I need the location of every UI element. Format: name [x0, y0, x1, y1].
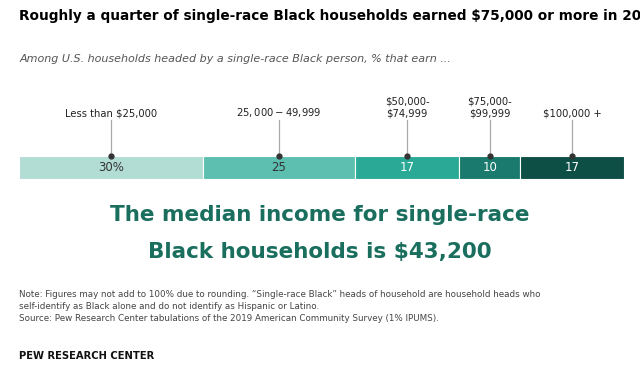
Bar [19, 156, 202, 179]
Text: 17: 17 [400, 161, 415, 174]
Text: Roughly a quarter of single-race Black households earned $75,000 or more in 2019: Roughly a quarter of single-race Black h… [19, 9, 640, 23]
Text: $100,000 +: $100,000 + [543, 109, 602, 119]
Text: Among U.S. households headed by a single-race Black person, % that earn ...: Among U.S. households headed by a single… [19, 54, 451, 64]
Text: $50,000-
$74,999: $50,000- $74,999 [385, 97, 429, 119]
Bar [520, 156, 624, 179]
Text: 30%: 30% [98, 161, 124, 174]
Bar [355, 156, 460, 179]
Text: 25: 25 [271, 161, 286, 174]
Text: 17: 17 [565, 161, 580, 174]
Text: 10: 10 [483, 161, 497, 174]
Bar [202, 156, 355, 179]
Text: $75,000-
$99,999: $75,000- $99,999 [467, 97, 512, 119]
Bar [460, 156, 520, 179]
Text: $25,000-$49,999: $25,000-$49,999 [236, 105, 322, 119]
Text: Note: Figures may not add to 100% due to rounding. “Single-race Black” heads of : Note: Figures may not add to 100% due to… [19, 290, 541, 323]
Text: Black households is $43,200: Black households is $43,200 [148, 242, 492, 262]
Text: Less than $25,000: Less than $25,000 [65, 109, 157, 119]
Text: The median income for single-race: The median income for single-race [110, 205, 530, 225]
Text: PEW RESEARCH CENTER: PEW RESEARCH CENTER [19, 351, 154, 361]
